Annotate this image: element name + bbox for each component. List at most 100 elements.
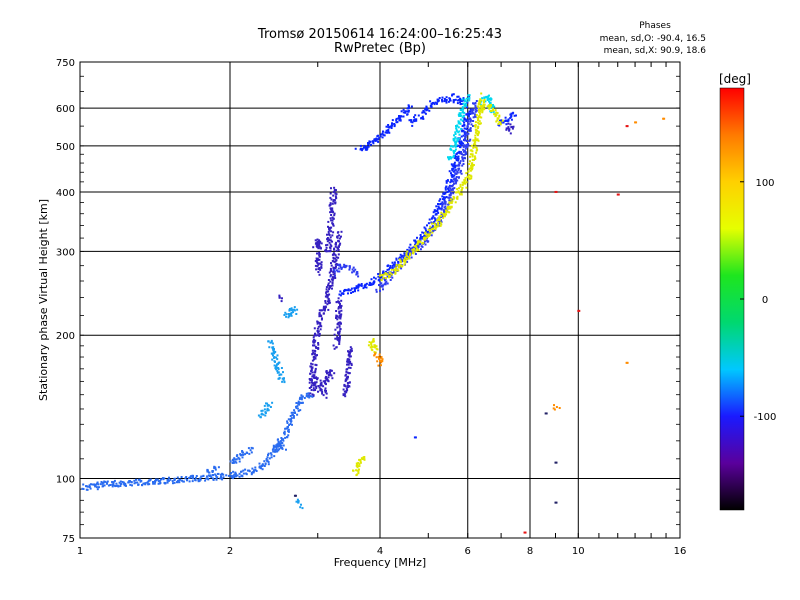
data-point [496, 119, 499, 122]
data-point [327, 376, 330, 379]
data-point [467, 115, 470, 118]
data-point [469, 160, 471, 163]
data-point [474, 121, 477, 124]
data-point [386, 131, 389, 134]
data-point [312, 382, 315, 385]
data-point [117, 485, 120, 488]
data-point [314, 389, 317, 391]
data-point [129, 480, 132, 483]
data-point [421, 236, 424, 238]
data-point [395, 117, 398, 120]
data-point [106, 480, 109, 483]
data-point [375, 345, 378, 348]
data-point [318, 240, 321, 243]
data-point [437, 98, 440, 101]
data-point [241, 474, 244, 477]
data-point [297, 400, 300, 403]
data-point [451, 185, 454, 188]
data-point [463, 179, 466, 182]
data-point [371, 349, 374, 352]
data-point [333, 190, 336, 193]
data-point [290, 411, 293, 414]
data-point [276, 370, 279, 372]
data-point [384, 277, 387, 280]
data-point [319, 309, 322, 312]
data-point [317, 247, 320, 250]
data-point [436, 219, 439, 222]
data-point [89, 487, 92, 490]
data-point [453, 163, 456, 166]
data-point [456, 197, 459, 200]
data-point [491, 105, 494, 108]
data-point [443, 198, 446, 201]
data-point [397, 266, 400, 269]
data-point [292, 411, 295, 414]
data-point [433, 217, 436, 220]
data-point [362, 287, 365, 290]
data-point [444, 187, 447, 190]
data-point [316, 377, 319, 380]
data-point [274, 366, 277, 368]
data-point [329, 211, 332, 214]
data-point [380, 364, 382, 367]
data-point [422, 237, 425, 240]
data-point [379, 135, 382, 138]
data-point [380, 282, 383, 285]
data-point [391, 266, 394, 269]
data-point [467, 123, 470, 126]
data-point [314, 264, 317, 267]
data-point [131, 484, 133, 487]
data-point [334, 245, 337, 248]
data-point [444, 200, 446, 203]
data-point [329, 285, 331, 287]
data-point [219, 473, 222, 476]
data-point [448, 184, 451, 187]
data-point [315, 364, 318, 367]
data-point [287, 434, 290, 437]
data-point [416, 243, 419, 246]
data-point [340, 292, 343, 295]
data-point [455, 180, 458, 183]
data-point [300, 503, 302, 506]
data-point [395, 264, 398, 266]
data-point [122, 481, 125, 484]
data-point [157, 482, 160, 485]
data-point [337, 297, 340, 300]
data-point [444, 188, 447, 191]
data-point [441, 100, 444, 103]
data-point [471, 164, 474, 167]
data-point [435, 205, 438, 208]
data-point [430, 217, 433, 220]
data-point [386, 268, 389, 271]
data-point [93, 483, 96, 486]
data-point [192, 477, 194, 480]
data-point [399, 259, 402, 262]
data-point [448, 211, 451, 214]
data-point [423, 234, 426, 237]
data-point [339, 294, 342, 297]
data-point [355, 464, 358, 467]
data-point [457, 151, 460, 154]
data-point [424, 236, 427, 239]
data-point [272, 349, 275, 352]
data-point [467, 132, 470, 135]
data-point [555, 461, 558, 464]
data-point [326, 303, 329, 306]
data-point [301, 395, 304, 398]
y-tick-label: 75 [62, 534, 75, 545]
data-point [319, 389, 322, 392]
data-point [336, 318, 339, 321]
data-point [233, 476, 236, 478]
data-point [407, 110, 410, 113]
data-point [339, 242, 342, 245]
data-point [361, 147, 364, 150]
data-point [266, 402, 269, 405]
data-point [267, 409, 270, 412]
data-point [263, 404, 266, 407]
data-point [88, 484, 91, 487]
data-point [505, 123, 508, 126]
data-point [336, 323, 339, 326]
data-point [314, 363, 317, 366]
data-point [189, 475, 192, 478]
data-point [119, 485, 122, 487]
